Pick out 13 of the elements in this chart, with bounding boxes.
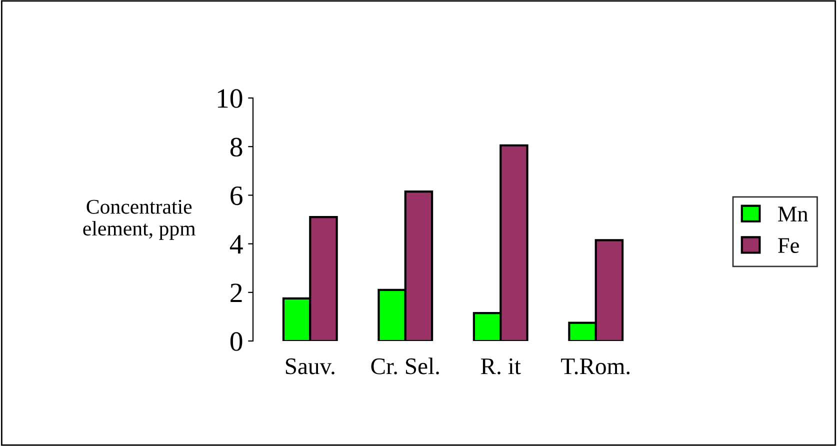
x-tick-label: T.Rom. bbox=[561, 358, 630, 374]
y-tick-label: 6 bbox=[230, 186, 242, 206]
y-tick-label: 4 bbox=[230, 235, 243, 254]
y-tick-label: 2 bbox=[230, 284, 242, 302]
y-axis-title: Concentratie element, ppm bbox=[83, 200, 196, 240]
legend-label: Fe bbox=[778, 238, 799, 253]
y-tick-label: 10 bbox=[218, 89, 242, 108]
x-tick-label: Cr. Sel. bbox=[371, 358, 439, 374]
x-tick-label: Sauv. bbox=[286, 358, 334, 374]
y-tick-label: 0 bbox=[230, 332, 242, 351]
x-tick-label: R. it bbox=[480, 358, 521, 374]
legend-label: Mn bbox=[778, 206, 808, 222]
y-tick-label: 8 bbox=[230, 138, 242, 157]
